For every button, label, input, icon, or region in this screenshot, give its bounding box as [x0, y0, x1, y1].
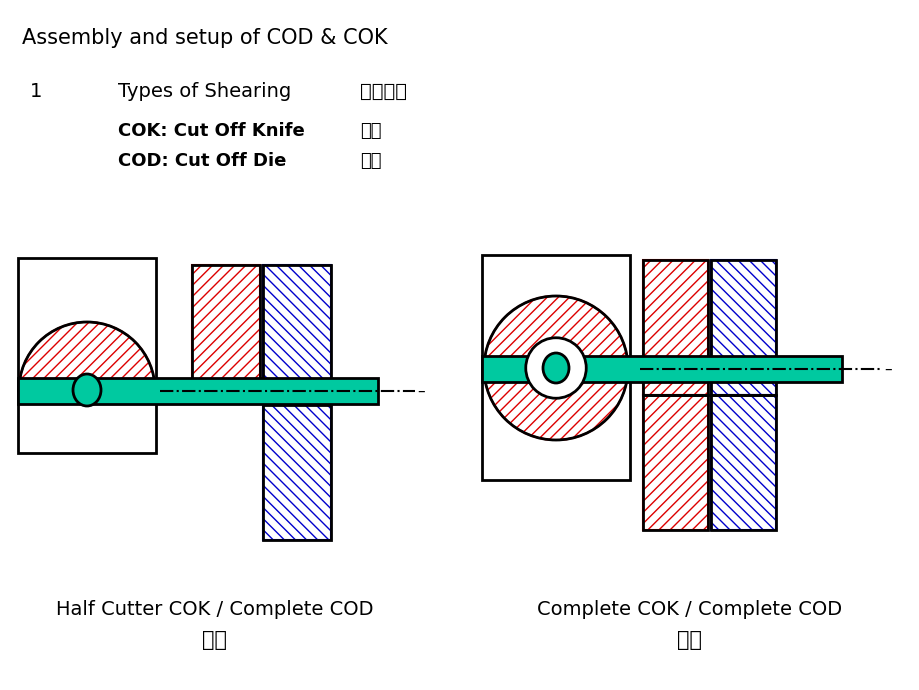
Text: 剪切类型: 剪切类型: [359, 82, 406, 101]
Bar: [642, 395, 708, 530]
Bar: [642, 260, 708, 395]
Text: COD: Cut Off Die: COD: Cut Off Die: [118, 152, 286, 170]
Bar: [192, 265, 260, 400]
Bar: [263, 265, 331, 400]
Bar: [18, 258, 156, 453]
Bar: [192, 265, 260, 400]
Bar: [482, 356, 841, 382]
Bar: [18, 378, 378, 404]
Text: 剪刀: 剪刀: [359, 122, 381, 140]
Bar: [263, 405, 331, 540]
Text: Half Cutter COK / Complete COD: Half Cutter COK / Complete COD: [56, 600, 373, 619]
Circle shape: [525, 338, 585, 398]
Ellipse shape: [542, 353, 568, 383]
Text: –: –: [416, 384, 425, 399]
Text: COK: Cut Off Knife: COK: Cut Off Knife: [118, 122, 304, 140]
Text: Types of Shearing: Types of Shearing: [118, 82, 291, 101]
Text: Assembly and setup of COD & COK: Assembly and setup of COD & COK: [22, 28, 387, 48]
Bar: [263, 265, 331, 400]
Text: –: –: [883, 362, 891, 377]
Bar: [642, 260, 708, 395]
Text: Complete COK / Complete COD: Complete COK / Complete COD: [537, 600, 842, 619]
Bar: [710, 395, 775, 530]
Bar: [710, 260, 775, 395]
Bar: [710, 260, 775, 395]
Bar: [482, 255, 630, 480]
Wedge shape: [19, 322, 154, 390]
Bar: [642, 395, 708, 530]
Bar: [710, 395, 775, 530]
Text: 半剪: 半剪: [202, 630, 227, 650]
Circle shape: [483, 296, 628, 440]
Text: 1: 1: [30, 82, 42, 101]
Bar: [263, 405, 331, 540]
Text: 剪体: 剪体: [359, 152, 381, 170]
Ellipse shape: [73, 374, 101, 406]
Text: 全剪: 全剪: [676, 630, 702, 650]
